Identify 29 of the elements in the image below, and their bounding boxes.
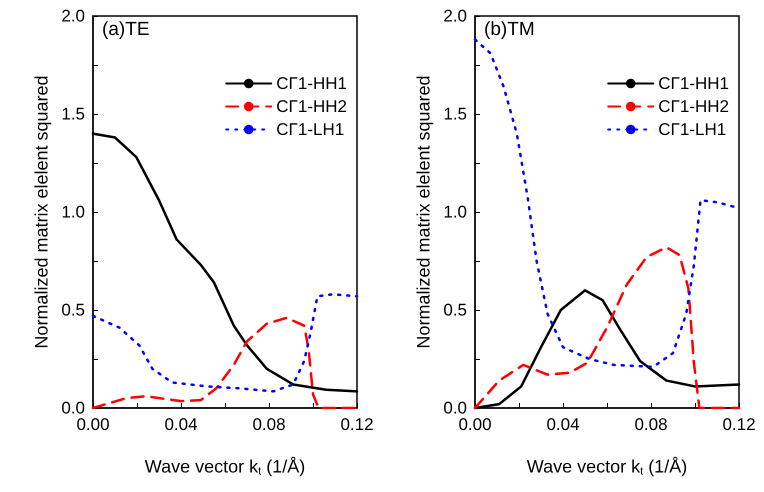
legend-label: CΓ1-LH1	[658, 120, 726, 139]
x-tick-label: 0.00	[76, 415, 110, 434]
legend-label: CΓ1-HH2	[276, 97, 347, 116]
x-tick-label: 0.04	[164, 415, 198, 434]
y-tick-label: 2.0	[61, 6, 85, 26]
y-tick-label: 1.0	[61, 202, 85, 222]
x-tick-label: 0.08	[252, 415, 286, 434]
x-tick-label: 0.12	[722, 415, 756, 434]
y-tick-label: 0.5	[61, 300, 85, 320]
annotation: (b)TM	[484, 19, 535, 40]
legend-label: CΓ1-HH2	[658, 97, 729, 116]
annotation: (a)TE	[102, 19, 150, 40]
x-tick-label: 0.04	[546, 415, 580, 434]
y-tick-label: 1.0	[443, 202, 467, 222]
y-tick-label: 0.5	[443, 300, 467, 320]
y-axis-title: Normalized matrix elelent squared	[31, 75, 52, 349]
x-tick-label: 0.00	[458, 415, 492, 434]
y-tick-label: 0.0	[443, 398, 467, 418]
line-series	[92, 293, 358, 393]
y-axis-title: Normalized matrix elelent squared	[413, 75, 434, 349]
y-tick-label: 2.0	[443, 6, 467, 26]
x-tick-label: 0.12	[340, 415, 374, 434]
x-tick-label: 0.08	[634, 415, 668, 434]
y-tick-label: 1.5	[443, 104, 467, 124]
y-tick-label: 0.0	[61, 398, 85, 418]
legend-label: CΓ1-HH1	[658, 74, 729, 93]
legend-label: CΓ1-LH1	[276, 120, 344, 139]
y-tick-label: 1.5	[61, 104, 85, 124]
legend-label: CΓ1-HH1	[276, 74, 347, 93]
